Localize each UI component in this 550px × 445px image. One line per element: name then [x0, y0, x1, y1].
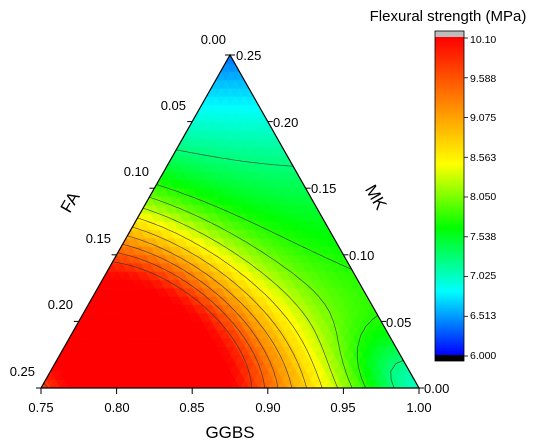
- colorbar-tick-label: 9.075: [470, 112, 496, 124]
- ggbs-tick-label: 0.90: [255, 400, 280, 415]
- colorbar-title: Flexural strength (MPa): [370, 8, 527, 25]
- ggbs-axis: 0.75 0.80 0.85 0.90 0.95 1.00 GGBS: [28, 400, 431, 442]
- mk-tick-label: 0.25: [236, 48, 261, 63]
- heatmap-cells: [41, 55, 419, 388]
- fa-tick-label: 0.00: [201, 32, 226, 47]
- mk-axis-title: MK: [361, 181, 391, 213]
- colorbar: Flexural strength (MPa) 10.10 9.588 9.07…: [370, 8, 527, 362]
- contour-line: [156, 184, 378, 388]
- ggbs-tick-label: 0.80: [104, 400, 129, 415]
- contour-line: [137, 217, 323, 388]
- mk-tick-label: 0.00: [424, 381, 449, 396]
- colorbar-tick-marks: [464, 37, 468, 357]
- fa-tick-label: 0.15: [86, 231, 111, 246]
- colorbar-gradient: [435, 37, 464, 355]
- mk-tick-label: 0.10: [349, 248, 374, 263]
- heatmap-cell: [224, 55, 236, 64]
- ggbs-tick-label: 0.75: [28, 400, 53, 415]
- colorbar-tick-label: 8.050: [470, 191, 496, 203]
- colorbar-tick-label: 6.000: [470, 350, 496, 362]
- contour-lines: [43, 149, 404, 388]
- ggbs-tick-label: 1.00: [406, 400, 431, 415]
- contour-line: [43, 261, 253, 388]
- ggbs-tick-label: 0.95: [330, 400, 355, 415]
- fa-tick-label: 0.10: [124, 164, 149, 179]
- colorbar-tick-label: 10.10: [470, 34, 496, 46]
- contour-line: [176, 149, 404, 388]
- contour-line: [149, 196, 353, 388]
- contour-line: [117, 252, 266, 388]
- fa-tick-label: 0.20: [48, 297, 73, 312]
- mk-tick-label: 0.05: [386, 315, 411, 330]
- colorbar-bottom-cap: [435, 355, 464, 361]
- colorbar-tick-label: 7.025: [470, 270, 496, 282]
- colorbar-tick-label: 9.588: [470, 73, 496, 85]
- colorbar-tick-label: 8.563: [470, 152, 496, 164]
- colorbar-frame: [434, 30, 465, 362]
- colorbar-top-cap: [435, 31, 464, 37]
- colorbar-tick-label: 7.538: [470, 231, 496, 243]
- contour-line: [127, 235, 293, 388]
- ggbs-axis-title: GGBS: [205, 423, 254, 442]
- fa-axis-title: FA: [57, 188, 84, 216]
- colorbar-tick-label: 6.513: [470, 310, 496, 322]
- fa-tick-label: 0.05: [161, 98, 186, 113]
- mk-tick-label: 0.15: [311, 181, 336, 196]
- contour-line: [142, 207, 338, 388]
- ternary-triangle-frame: [39, 53, 421, 389]
- fa-tick-label: 0.25: [10, 364, 35, 379]
- ggbs-tick-label: 0.85: [179, 400, 204, 415]
- contour-field: [41, 55, 419, 388]
- mk-tick-label: 0.20: [273, 115, 298, 130]
- axis-tick-marks: [36, 54, 424, 394]
